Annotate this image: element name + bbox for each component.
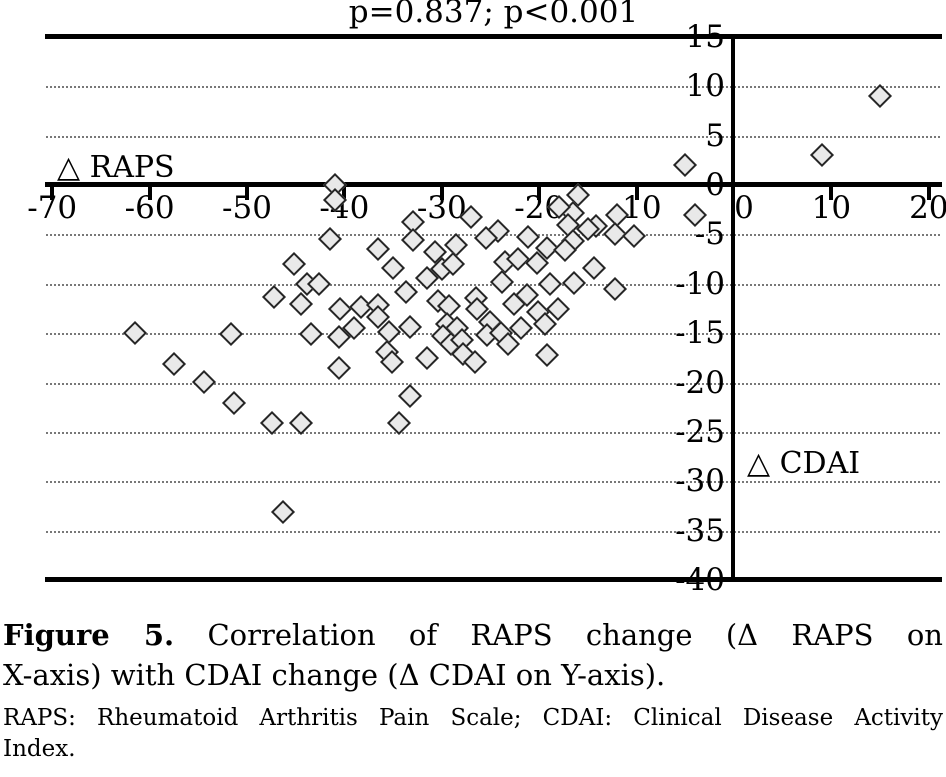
- figure-number-label: Figure 5.: [3, 618, 175, 652]
- data-point: [317, 227, 342, 252]
- x-axis-line: [45, 182, 942, 187]
- figure-caption: Figure 5. Correlation of RAPS change (Δ …: [3, 615, 943, 765]
- data-point: [219, 322, 244, 347]
- data-point: [366, 237, 391, 262]
- y-tick-label-15: 15: [685, 18, 725, 55]
- x-tick--70: [50, 187, 55, 200]
- data-point: [281, 251, 306, 277]
- y-tick-label--35: -35: [675, 512, 725, 549]
- data-point: [262, 284, 287, 309]
- chart-title: p=0.837; p<0.001: [348, 0, 639, 30]
- data-point: [537, 271, 562, 296]
- gridline-y--30: [46, 481, 940, 484]
- x-tick-label-20: 20: [909, 190, 946, 226]
- gridline-y--20: [46, 382, 940, 385]
- x-tick--50: [245, 187, 249, 200]
- y-tick-label-0: 0: [705, 167, 725, 203]
- data-point: [534, 342, 560, 367]
- y-tick-label--10: -10: [675, 265, 725, 302]
- y-tick-label--5: -5: [694, 216, 725, 253]
- gridline-y--35: [46, 530, 940, 533]
- data-point: [397, 315, 422, 340]
- caption-main: Figure 5. Correlation of RAPS change (Δ …: [3, 615, 943, 695]
- data-point: [397, 384, 422, 409]
- data-point: [122, 321, 148, 346]
- data-point: [326, 355, 351, 380]
- caption-line-2: X-axis) with CDAI change (Δ CDAI on Y-ax…: [3, 658, 666, 692]
- scatter-plot: p=0.837; p<0.001 △ RAPS △ CDAI -70 -60 -50…: [27, 0, 946, 598]
- x-axis-label-raps: △ RAPS: [57, 150, 175, 185]
- x-tick-label--60: -60: [124, 190, 175, 226]
- data-point: [444, 233, 469, 258]
- plot-top-border: [45, 34, 942, 39]
- abbreviation-line-1: RAPS: Rheumatoid Arthritis Pain Scale; C…: [3, 705, 943, 731]
- data-point: [415, 345, 440, 370]
- data-point: [400, 228, 425, 253]
- x-tick-label-10: 10: [811, 190, 852, 226]
- x-tick--20: [537, 187, 542, 200]
- y-tick-label-5: 5: [705, 117, 725, 154]
- gridline-y--25: [46, 431, 940, 434]
- data-point: [809, 143, 834, 168]
- data-point: [381, 255, 406, 280]
- x-tick--40: [342, 187, 347, 200]
- x-tick-label--50: -50: [222, 190, 272, 226]
- x-tick-label-0: 0: [734, 190, 754, 226]
- abbreviation-line-2: Index.: [3, 736, 76, 762]
- y-axis-label-cdai: △ CDAI: [747, 446, 861, 481]
- gridline-y-5: [46, 135, 940, 138]
- x-tick--60: [147, 187, 152, 200]
- data-point: [271, 499, 296, 524]
- x-tick-20: [926, 187, 931, 200]
- x-tick-10: [829, 187, 834, 200]
- y-tick-label--30: -30: [675, 463, 725, 500]
- data-point: [490, 269, 515, 294]
- caption-line1-text: Correlation of RAPS change (Δ RAPS on: [174, 618, 943, 652]
- x-tick-label--70: -70: [27, 190, 78, 226]
- y-tick-label--25: -25: [675, 413, 725, 450]
- data-point: [288, 291, 313, 316]
- x-tick--10: [634, 187, 639, 200]
- y-tick-label--15: -15: [675, 315, 725, 352]
- caption-abbreviations: RAPS: Rheumatoid Arthritis Pain Scale; C…: [3, 703, 943, 765]
- data-point: [299, 322, 324, 347]
- y-tick-label-10: 10: [685, 68, 725, 105]
- caption-line-1: Figure 5. Correlation of RAPS change (Δ …: [3, 615, 943, 655]
- data-point: [222, 391, 247, 416]
- y-tick-label--40: -40: [675, 562, 725, 598]
- y-axis-zero-line: [731, 34, 735, 582]
- data-point: [327, 297, 352, 322]
- y-tick-label--20: -20: [675, 364, 725, 401]
- data-point: [192, 369, 217, 394]
- data-point: [161, 351, 186, 376]
- x-tick-label--30: -30: [416, 190, 467, 226]
- gridline-y-10: [46, 86, 940, 89]
- plot-bottom-border: [45, 577, 942, 582]
- x-tick--30: [439, 187, 444, 200]
